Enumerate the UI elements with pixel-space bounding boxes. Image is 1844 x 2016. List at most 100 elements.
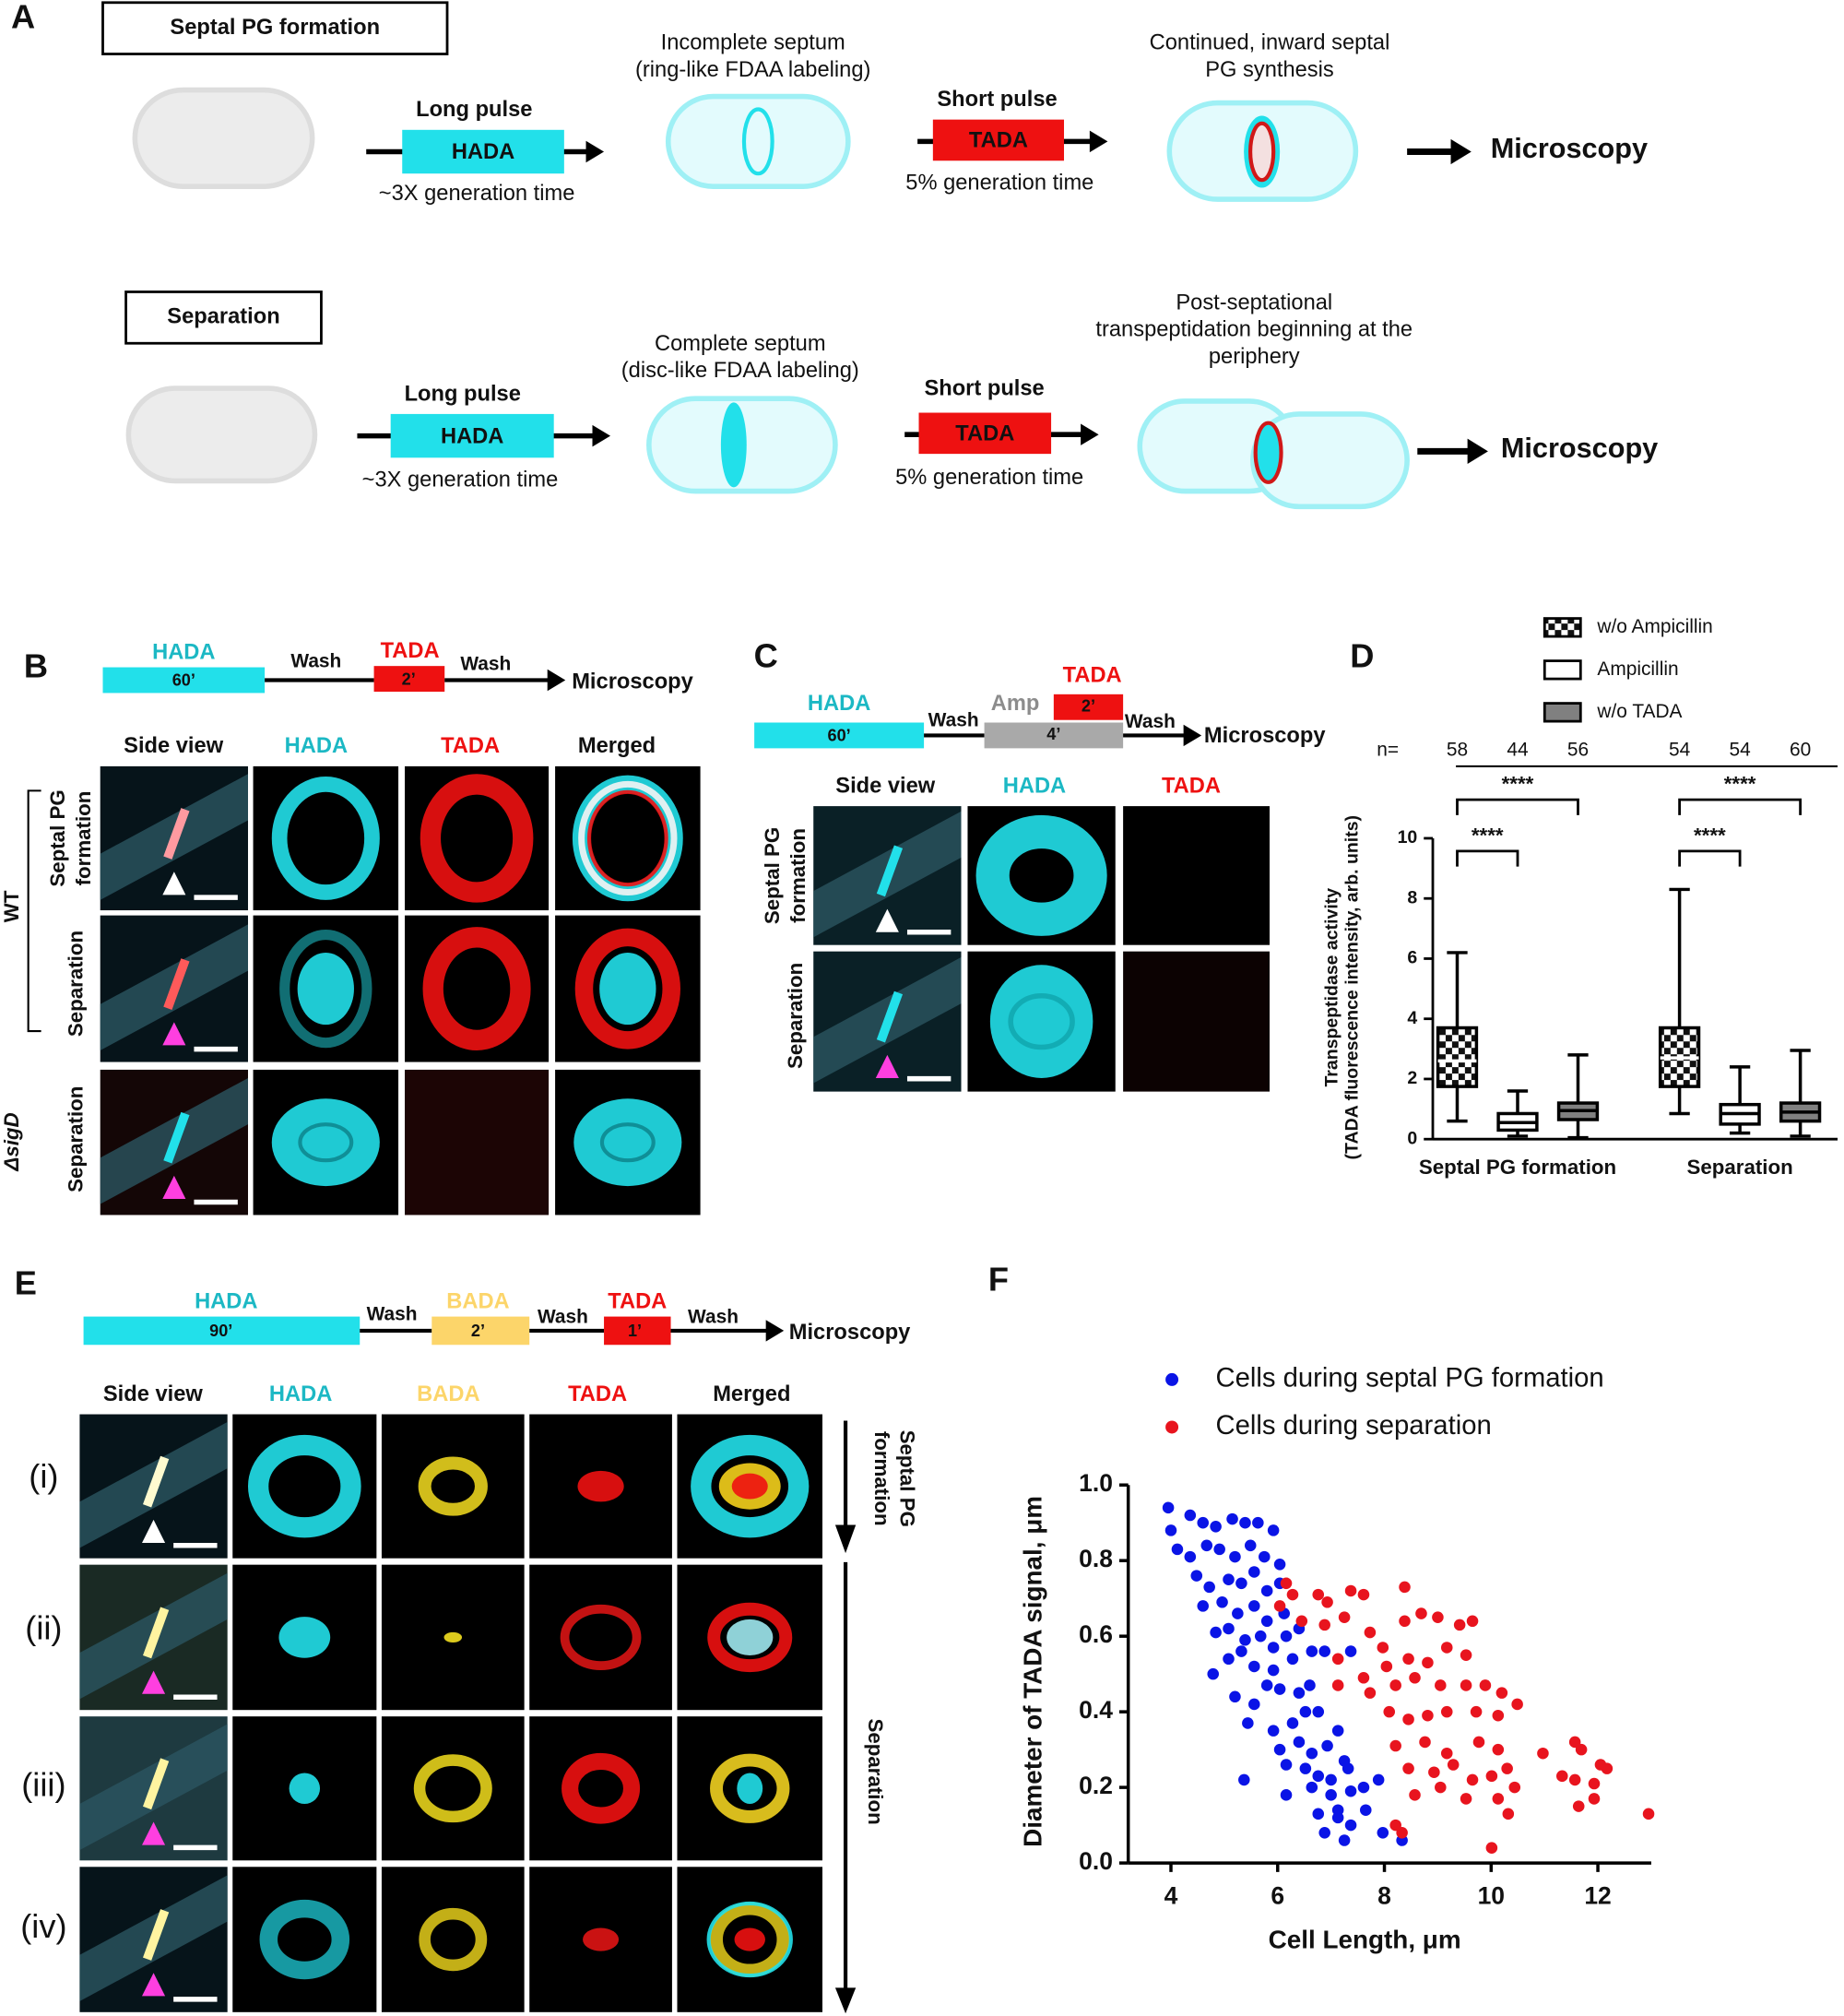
label: 5% generation time [905, 172, 1093, 196]
point [1299, 1705, 1312, 1718]
legend-marker [1165, 1372, 1179, 1386]
point [1239, 1633, 1251, 1646]
point [1447, 1759, 1460, 1771]
point [1588, 1777, 1601, 1790]
label: (ii) [25, 1608, 62, 1646]
point [1223, 1653, 1235, 1666]
title-box [124, 291, 323, 345]
point [1359, 1804, 1372, 1816]
legend-label: Ampicillin [1597, 658, 1678, 680]
point [1389, 1739, 1401, 1752]
label: Separation [864, 1718, 887, 1824]
label: Complete septum [655, 332, 826, 356]
point [1357, 1781, 1370, 1794]
micrograph [555, 1069, 701, 1216]
signal-ring [271, 777, 380, 900]
point [1556, 1770, 1568, 1783]
label: 5% generation time [895, 466, 1083, 490]
micrograph [813, 951, 962, 1092]
point [1435, 1781, 1447, 1794]
label: ~3X generation time [362, 468, 559, 492]
dye-box [754, 722, 925, 749]
point [1267, 1524, 1280, 1536]
y-tick-label: 0.0 [1079, 1847, 1113, 1875]
point [1409, 1789, 1421, 1801]
signal-ring [574, 928, 680, 1050]
point [1207, 1667, 1219, 1680]
label: Wash [538, 1306, 588, 1327]
label: Septal PG [896, 1430, 919, 1527]
label: 60’ [828, 727, 851, 745]
point [1495, 1687, 1508, 1699]
label: 90’ [209, 1322, 232, 1340]
axis-label: Cell Length, μm [1269, 1925, 1461, 1953]
point [1331, 1725, 1344, 1737]
point [1325, 1789, 1337, 1801]
septum [142, 1607, 170, 1659]
label: Merged [713, 1382, 790, 1406]
micrograph [1123, 951, 1271, 1092]
micrograph [381, 1564, 525, 1711]
micrograph [677, 1564, 822, 1711]
pointer [162, 872, 186, 895]
label: Short pulse [937, 88, 1057, 112]
point [1235, 1577, 1247, 1590]
point [1295, 1615, 1308, 1628]
label: 2’ [471, 1322, 485, 1340]
label: Side view [835, 774, 936, 798]
point [1286, 1717, 1299, 1729]
label: HADA [152, 640, 215, 664]
point [1232, 1607, 1244, 1619]
point [1286, 1653, 1299, 1666]
point [1162, 1501, 1175, 1514]
legend-label: w/o Ampicillin [1596, 616, 1712, 637]
n-value: 54 [1729, 740, 1750, 761]
septum-disc [720, 402, 747, 488]
label: Microscopy [1501, 433, 1658, 464]
y-tick-label: 1.0 [1079, 1469, 1113, 1497]
point [1235, 1645, 1247, 1657]
y-tick-label: 8 [1407, 887, 1417, 907]
point [1203, 1581, 1215, 1594]
point [1318, 1827, 1330, 1839]
signal-disc [731, 1473, 768, 1500]
point [1164, 1524, 1177, 1536]
point [1273, 1683, 1286, 1695]
point [1171, 1543, 1184, 1556]
micrograph [253, 1069, 399, 1216]
label: Separation [65, 931, 88, 1037]
point [1190, 1570, 1203, 1582]
signal-disc [271, 1098, 380, 1187]
septum [163, 1111, 190, 1164]
point [1273, 1559, 1286, 1571]
label: Wash [290, 650, 341, 671]
legend-label: Cells during separation [1215, 1411, 1491, 1441]
septum [876, 990, 904, 1043]
arrow-head [834, 1524, 857, 1554]
label: HADA [452, 140, 514, 164]
significance-bracket [1678, 798, 1803, 815]
point [1428, 1766, 1440, 1779]
micrograph [232, 1867, 377, 2012]
pointer [142, 1821, 166, 1845]
point [1210, 1521, 1222, 1533]
point [1248, 1660, 1260, 1673]
label: ΔsigD [0, 1112, 23, 1171]
dye-box [932, 119, 1065, 161]
label: Wash [688, 1306, 739, 1327]
panel-letter: C [754, 636, 778, 674]
point [1306, 1645, 1318, 1657]
point [1252, 1516, 1264, 1529]
point [1460, 1679, 1472, 1691]
legend-label: Cells during septal PG formation [1215, 1364, 1603, 1393]
label: Microscopy [1491, 133, 1648, 164]
micrograph [79, 1564, 228, 1711]
point [1357, 1588, 1370, 1601]
cell [132, 87, 315, 189]
label: Septal PG [761, 827, 784, 924]
micrograph [381, 1867, 525, 2012]
point [1312, 1770, 1325, 1783]
label: TADA [381, 639, 440, 663]
point [1460, 1649, 1472, 1661]
label: HADA [269, 1382, 332, 1406]
